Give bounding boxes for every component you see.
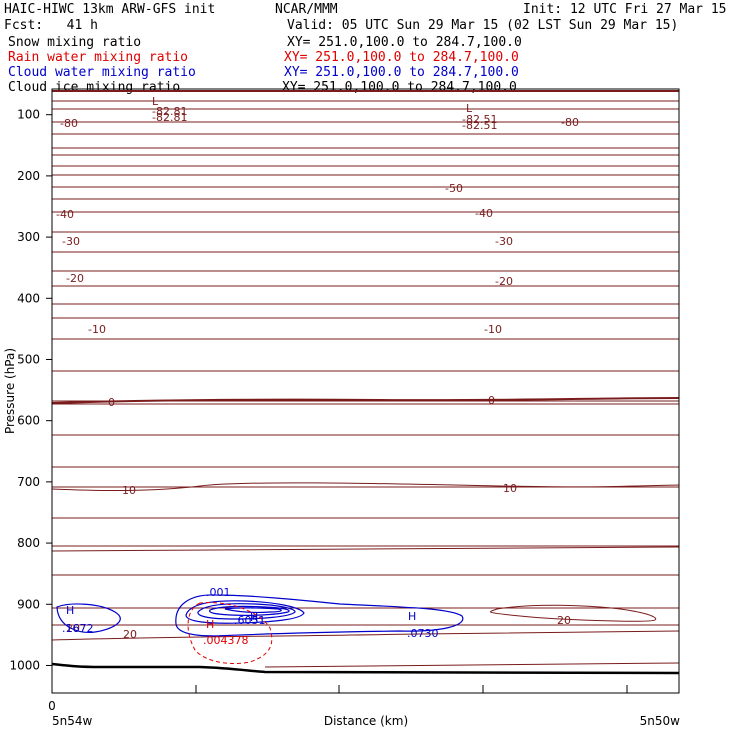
extremum-mark: L bbox=[152, 95, 159, 108]
temperature-contour-label: -20 bbox=[495, 275, 513, 288]
extremum-mark: L bbox=[466, 102, 473, 115]
temperature-contour-label: 10 bbox=[122, 484, 136, 497]
temperature-contour bbox=[490, 604, 657, 622]
temperature-contour-label: 0 bbox=[108, 396, 115, 409]
extremum-mark: H bbox=[66, 604, 74, 617]
x-tick-label: 0 bbox=[48, 699, 56, 713]
y-tick-label: 800 bbox=[17, 536, 40, 550]
cloud-contour-label: .001 bbox=[206, 586, 231, 599]
cloud-water-contour bbox=[175, 594, 464, 637]
y-tick-label: 100 bbox=[17, 108, 40, 122]
temperature-contour-label: -30 bbox=[62, 235, 80, 248]
y-tick-label: 1000 bbox=[9, 658, 40, 672]
temperature-contour bbox=[51, 482, 680, 492]
y-tick-label: 300 bbox=[17, 230, 40, 244]
extremum-value: .004378 bbox=[203, 634, 249, 647]
temperature-contour-label: -82.81 bbox=[152, 105, 187, 118]
extremum-mark: H bbox=[250, 611, 258, 624]
temperature-contour bbox=[264, 662, 680, 668]
temperature-contour-label: 20 bbox=[123, 628, 137, 641]
field-xy-cloud-water: XY= 251.0,100.0 to 284.7,100.0 bbox=[284, 65, 519, 80]
temperature-contour-label: -82.51 bbox=[462, 113, 497, 126]
field-xy-rain: XY= 251.0,100.0 to 284.7,100.0 bbox=[284, 50, 519, 65]
cloud-water-contour bbox=[185, 600, 305, 624]
rain-water-contour bbox=[187, 602, 273, 664]
temperature-contour-label: 10 bbox=[503, 482, 517, 495]
temperature-contour-label: -50 bbox=[445, 182, 463, 195]
cloud-water-contour bbox=[197, 603, 296, 620]
temperature-contour-label: -40 bbox=[475, 207, 493, 220]
extremum-value: .6051 bbox=[234, 614, 266, 627]
cloud-water-contour bbox=[224, 607, 282, 613]
temperature-contour-label: 20 bbox=[557, 614, 571, 627]
cloud-water-contour bbox=[209, 605, 290, 616]
temperature-contour-label: -80 bbox=[60, 117, 78, 130]
cloud-water-contour bbox=[56, 603, 121, 633]
init-time: Init: 12 UTC Fri 27 Mar 15 bbox=[523, 2, 727, 17]
model-center: NCAR/MMM bbox=[275, 2, 338, 17]
temperature-contour bbox=[51, 397, 680, 404]
extremum-value: .1672 bbox=[62, 622, 94, 635]
y-axis-label: Pressure (hPa) bbox=[3, 348, 17, 434]
field-name-rain: Rain water mixing ratio bbox=[8, 50, 189, 65]
field-xy-snow: XY= 251.0,100.0 to 284.7,100.0 bbox=[287, 35, 522, 50]
y-tick-label: 900 bbox=[17, 597, 40, 611]
temperature-contour bbox=[51, 546, 680, 552]
extremum-value: .0730 bbox=[407, 627, 439, 640]
extremum-mark: H bbox=[408, 610, 416, 623]
temperature-contour-label: -80 bbox=[561, 116, 579, 129]
temperature-contour-label: -10 bbox=[484, 323, 502, 336]
temperature-contour-label: -20 bbox=[66, 272, 84, 285]
valid-time: Valid: 05 UTC Sun 29 Mar 15 (02 LST Sun … bbox=[287, 18, 679, 33]
temperature-contour bbox=[51, 630, 680, 641]
extremum-value: -82.81 bbox=[152, 111, 187, 124]
y-tick-label: 700 bbox=[17, 475, 40, 489]
terrain-line bbox=[51, 662, 680, 675]
x-end-label-right: 5n50w bbox=[640, 714, 681, 728]
extremum-value: -82.51 bbox=[462, 119, 497, 132]
temperature-contour-label: 0 bbox=[488, 394, 495, 407]
temperature-contour-label: -40 bbox=[56, 208, 74, 221]
field-name-snow: Snow mixing ratio bbox=[8, 35, 142, 50]
field-name-cloud-water: Cloud water mixing ratio bbox=[8, 65, 196, 80]
y-tick-label: 500 bbox=[17, 352, 40, 366]
forecast-hour: Fcst: 41 h bbox=[4, 18, 98, 33]
extremum-mark: H bbox=[206, 618, 214, 631]
x-axis-label: Distance (km) bbox=[324, 714, 408, 728]
y-tick-label: 200 bbox=[17, 169, 40, 183]
y-tick-label: 400 bbox=[17, 291, 40, 305]
plot-frame bbox=[51, 88, 680, 694]
chart-title: HAIC-HIWC 13km ARW-GFS init bbox=[4, 2, 216, 17]
temperature-contour-label: -30 bbox=[495, 235, 513, 248]
x-end-label-left: 5n54w bbox=[52, 714, 93, 728]
y-tick-label: 600 bbox=[17, 414, 40, 428]
temperature-contour-label: 20 bbox=[66, 622, 80, 635]
temperature-contour-label: -10 bbox=[88, 323, 106, 336]
